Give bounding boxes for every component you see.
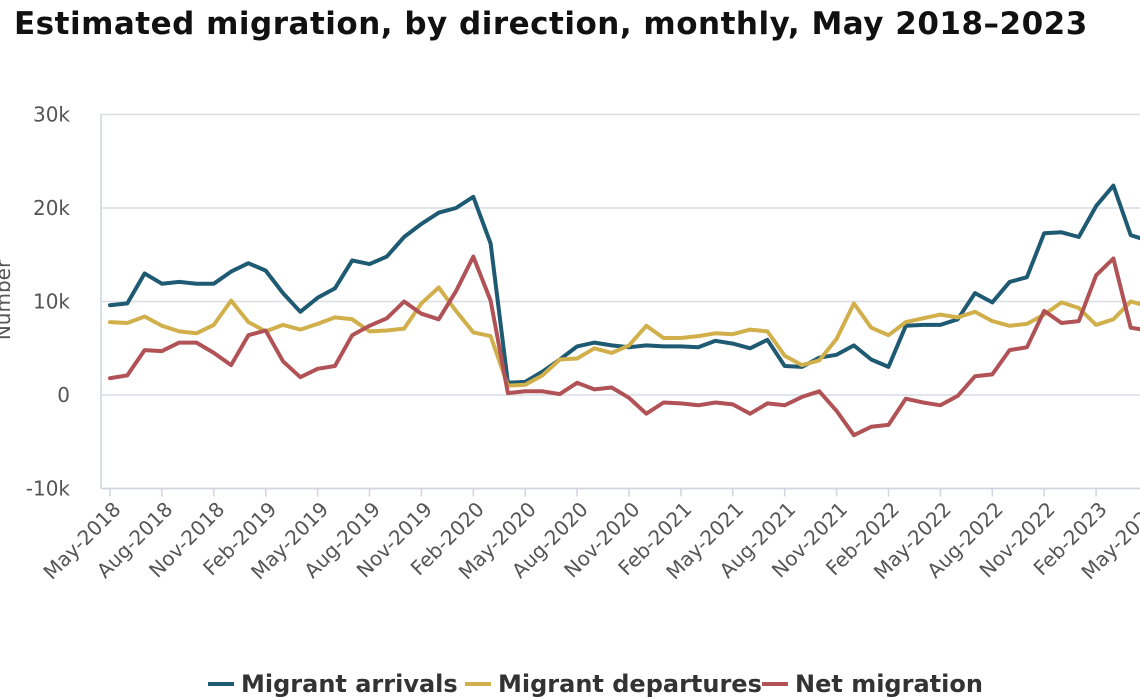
legend-label: Net migration [795, 670, 983, 698]
y-tick-label: -10k [26, 477, 71, 501]
series-line-migrant-arrivals [108, 183, 1140, 385]
legend-label: Migrant departures [498, 670, 762, 698]
series-line-migrant-departures [108, 285, 1140, 388]
y-tick-label: 20k [33, 196, 70, 220]
y-tick-label: 30k [33, 103, 70, 127]
legend-item-net-migration[interactable]: Net migration [762, 670, 983, 698]
y-tick-label: 10k [33, 290, 70, 314]
legend-item-migrant-arrivals[interactable]: Migrant arrivals [208, 670, 458, 698]
y-axis-title: Number [0, 259, 15, 340]
legend-label: Migrant arrivals [241, 670, 458, 698]
series-lines [108, 183, 1140, 438]
legend-item-migrant-departures[interactable]: Migrant departures [465, 670, 762, 698]
y-tick-label: 0 [57, 383, 70, 407]
series-line-net-migration [108, 254, 1140, 438]
legend[interactable]: Migrant arrivals Migrant departures Net mi… [208, 670, 983, 698]
gridlines [101, 113, 1140, 490]
chart-title: Estimated migration, by direction, month… [14, 6, 1088, 42]
